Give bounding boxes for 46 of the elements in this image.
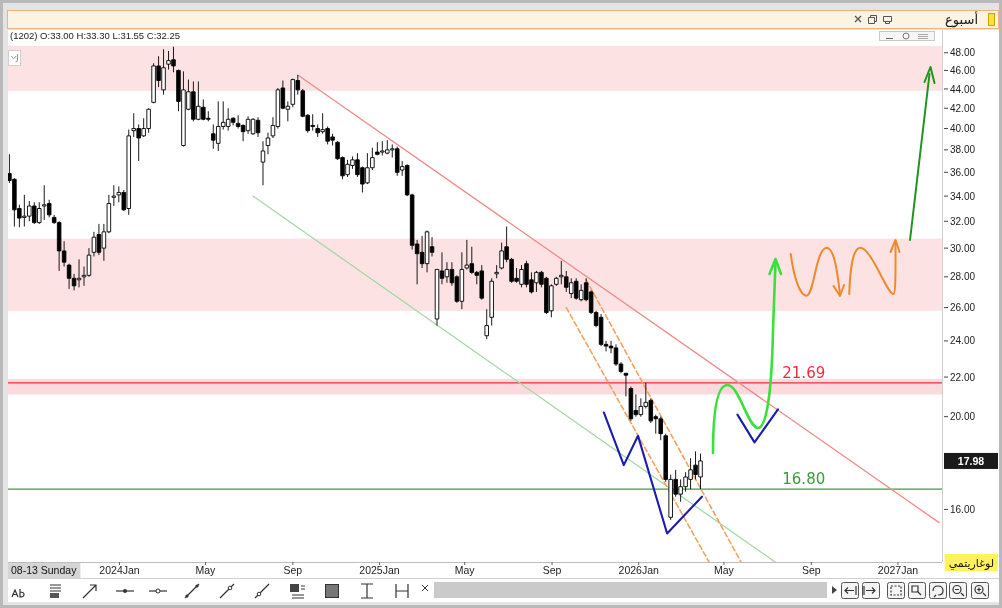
x-tick-label: May: [454, 564, 476, 576]
y-tick-label: 46.00: [950, 65, 976, 77]
chart-title: أسبوع: [945, 11, 978, 28]
candlestick: [489, 277, 494, 327]
candlestick: [424, 230, 430, 273]
y-tick-label: 34.00: [950, 190, 976, 202]
y-tick-label: 30.00: [950, 242, 976, 254]
y-tick-label: 16.00: [950, 504, 976, 516]
line-series: [602, 411, 703, 535]
y-tick-label: 24.00: [950, 335, 976, 347]
text: 17.98: [957, 454, 985, 467]
x-tick-label: May: [195, 564, 217, 576]
x-tick-label: 2025Jan: [359, 564, 400, 576]
y-tick-label: 28.00: [950, 271, 976, 283]
x-tick-label: 2026Jan: [618, 564, 660, 576]
y-tick-label: 48.00: [950, 47, 976, 59]
candlestick: [484, 308, 489, 340]
candlestick: [598, 313, 604, 347]
y-tick-label: 44.00: [950, 83, 976, 95]
text: 08-13 Sunday: [11, 564, 78, 576]
ref-line-label: 16.80: [782, 470, 826, 489]
candlestick: [554, 276, 559, 287]
candlestick: [76, 258, 82, 288]
ref-line-label: 21.69: [782, 363, 826, 382]
x-tick-label: Sep: [801, 564, 821, 576]
x-tick-label: Sep: [283, 564, 303, 576]
y-tick-label: 32.00: [950, 215, 976, 227]
y-tick-label: 22.00: [950, 371, 976, 383]
annotation: (1202) O:33.00 H:33.30 L:31.55 C:32.25: [10, 30, 181, 41]
candlestick: [260, 140, 266, 186]
x-tick-label: Sep: [542, 564, 562, 576]
candlestick: [66, 263, 72, 290]
y-tick-label: 36.00: [950, 166, 976, 178]
y-tick-label: 42.00: [950, 102, 976, 114]
x-tick-label: May: [714, 564, 735, 576]
x-tick-label: 2027Jan: [877, 564, 919, 576]
candlestick: [494, 264, 499, 279]
y-tick-label: 40.00: [950, 123, 976, 135]
y-tick-label: 26.00: [950, 302, 976, 314]
candlestick: [290, 78, 296, 108]
candlestick: [255, 116, 261, 138]
text: لوغاريتمي: [948, 556, 994, 570]
y-tick-label: 38.00: [950, 144, 976, 156]
candlestick: [250, 117, 256, 136]
x-tick-label: 2024Jan: [99, 564, 140, 576]
y-tick-label: 20.00: [950, 411, 976, 423]
